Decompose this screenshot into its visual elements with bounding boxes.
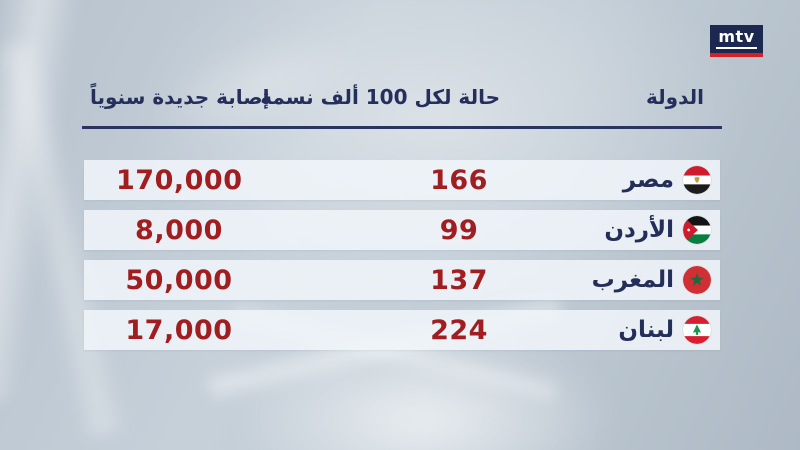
country-name: الأردن: [604, 217, 674, 243]
morocco-flag-icon: [683, 266, 711, 294]
cases-per-100k-value: 99: [439, 215, 479, 246]
header-underline: [82, 126, 722, 129]
column-header-country: الدولة: [646, 85, 704, 109]
mtv-logo-red-bar: [710, 53, 763, 57]
mtv-logo: mtv: [710, 25, 763, 57]
country-name: المغرب: [591, 267, 674, 293]
dna-helix-decoration: [0, 0, 84, 404]
table-row: المغرب 137 50,000: [84, 260, 720, 300]
table-row: الأردن 99 8,000: [84, 210, 720, 250]
egypt-flag-icon: [683, 166, 711, 194]
lebanon-flag-icon: [683, 316, 711, 344]
country-name: لبنان: [618, 317, 674, 343]
jordan-flag-icon: [683, 216, 711, 244]
table-body: مصر 166 170,000 الأردن 99 8,000 المغرب 1…: [84, 160, 720, 360]
annual-new-cases-value: 17,000: [125, 315, 233, 346]
annual-new-cases-value: 170,000: [116, 165, 243, 196]
table-row: لبنان 224 17,000: [84, 310, 720, 350]
table-row: مصر 166 170,000: [84, 160, 720, 200]
column-header-annual-new-cases: إصابة جديدة سنوياً: [90, 85, 270, 109]
country-name: مصر: [622, 167, 674, 193]
cases-per-100k-value: 166: [430, 165, 488, 196]
column-header-cases-per-100k: حالة لكل 100 ألف نسمة: [260, 85, 500, 109]
cases-per-100k-value: 224: [430, 315, 488, 346]
annual-new-cases-value: 50,000: [125, 265, 233, 296]
cases-per-100k-value: 137: [430, 265, 488, 296]
mtv-logo-text: mtv: [716, 27, 757, 49]
annual-new-cases-value: 8,000: [135, 215, 223, 246]
